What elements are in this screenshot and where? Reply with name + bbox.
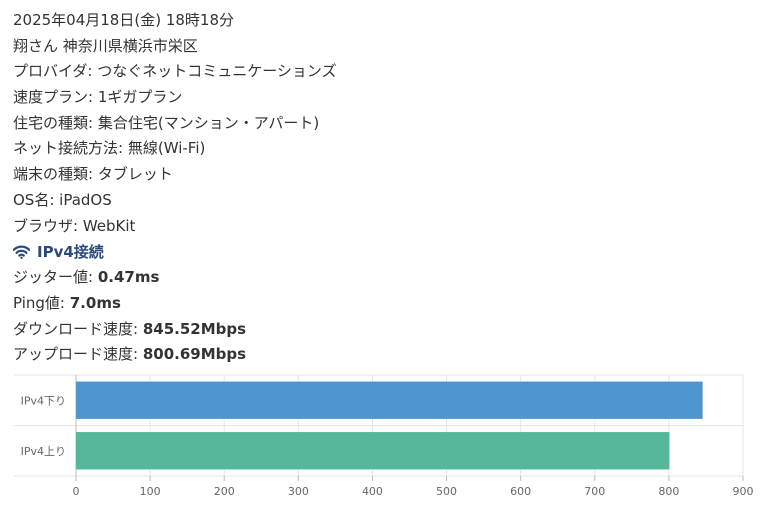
jitter-value: 0.47ms — [97, 268, 160, 287]
ipv4-section-heading: IPv4接続 — [13, 239, 337, 265]
x-tick-label: 500 — [436, 485, 457, 498]
device-label: 端末の種類 — [13, 165, 89, 184]
ping-row: Ping値: 7.0ms — [13, 293, 121, 312]
browser-value: WebKit — [82, 216, 136, 235]
download-value: 845.52Mbps — [142, 319, 247, 338]
device-row: 端末の種類: タブレット — [13, 165, 173, 184]
browser-label: ブラウザ — [13, 216, 74, 235]
x-tick-label: 700 — [584, 485, 605, 498]
provider-value: つなぐネットコミュニケーションズ — [97, 62, 337, 81]
browser-row: ブラウザ: WebKit — [13, 216, 136, 235]
connection-row: ネット接続方法: 無線(Wi-Fi) — [13, 139, 206, 158]
x-tick-label: 200 — [214, 485, 235, 498]
upload-value: 800.69Mbps — [142, 345, 247, 364]
jitter-row: ジッター値: 0.47ms — [13, 268, 160, 287]
jitter-label: ジッター値 — [13, 268, 89, 287]
plan-value: 1ギガプラン — [97, 88, 183, 107]
housing-row: 住宅の種類: 集合住宅(マンション・アパート) — [13, 113, 320, 132]
speed-test-info: 2025年04月18日(金) 18時18分 翔さん 神奈川県横浜市栄区 プロバイ… — [13, 8, 337, 368]
x-tick-label: 0 — [73, 485, 80, 498]
plan-label: 速度プラン — [13, 88, 89, 107]
housing-value: 集合住宅(マンション・アパート) — [97, 113, 320, 132]
user-location: 翔さん 神奈川県横浜市栄区 — [13, 36, 198, 55]
wifi-icon — [13, 245, 30, 260]
upload-label: アップロード速度 — [13, 345, 134, 364]
os-value: iPadOS — [59, 190, 112, 209]
download-label: ダウンロード速度 — [13, 319, 134, 338]
x-tick-label: 800 — [658, 485, 679, 498]
ping-value: 7.0ms — [69, 293, 121, 312]
plan-row: 速度プラン: 1ギガプラン — [13, 88, 183, 107]
bar-ipv4-upload — [76, 432, 670, 470]
device-value: タブレット — [97, 165, 173, 184]
upload-row: アップロード速度: 800.69Mbps — [13, 345, 247, 364]
provider-label: プロバイダ — [13, 62, 88, 81]
x-tick-label: 400 — [362, 485, 383, 498]
os-label: OS名 — [13, 190, 50, 209]
x-tick-label: 100 — [140, 485, 161, 498]
x-tick-label: 300 — [288, 485, 309, 498]
x-tick-label: 600 — [510, 485, 531, 498]
connection-value: 無線(Wi-Fi) — [127, 139, 206, 158]
provider-row: プロバイダ: つなぐネットコミュニケーションズ — [13, 62, 337, 81]
x-tick-label: 900 — [733, 485, 754, 498]
housing-label: 住宅の種類 — [13, 113, 89, 132]
os-row: OS名: iPadOS — [13, 190, 112, 209]
download-row: ダウンロード速度: 845.52Mbps — [13, 319, 247, 338]
category-label: IPv4上り — [21, 445, 66, 458]
test-datetime: 2025年04月18日(金) 18時18分 — [13, 11, 234, 29]
bar-ipv4-download — [76, 381, 703, 419]
speed-bar-chart: IPv4下り IPv4上り 0 100 200 300 400 500 600 700 800 900 — [14, 374, 754, 498]
ipv4-section-title: IPv4接続 — [37, 243, 104, 262]
category-label: IPv4下り — [21, 394, 66, 407]
connection-label: ネット接続方法 — [13, 139, 119, 158]
ping-label: Ping値 — [13, 293, 60, 312]
